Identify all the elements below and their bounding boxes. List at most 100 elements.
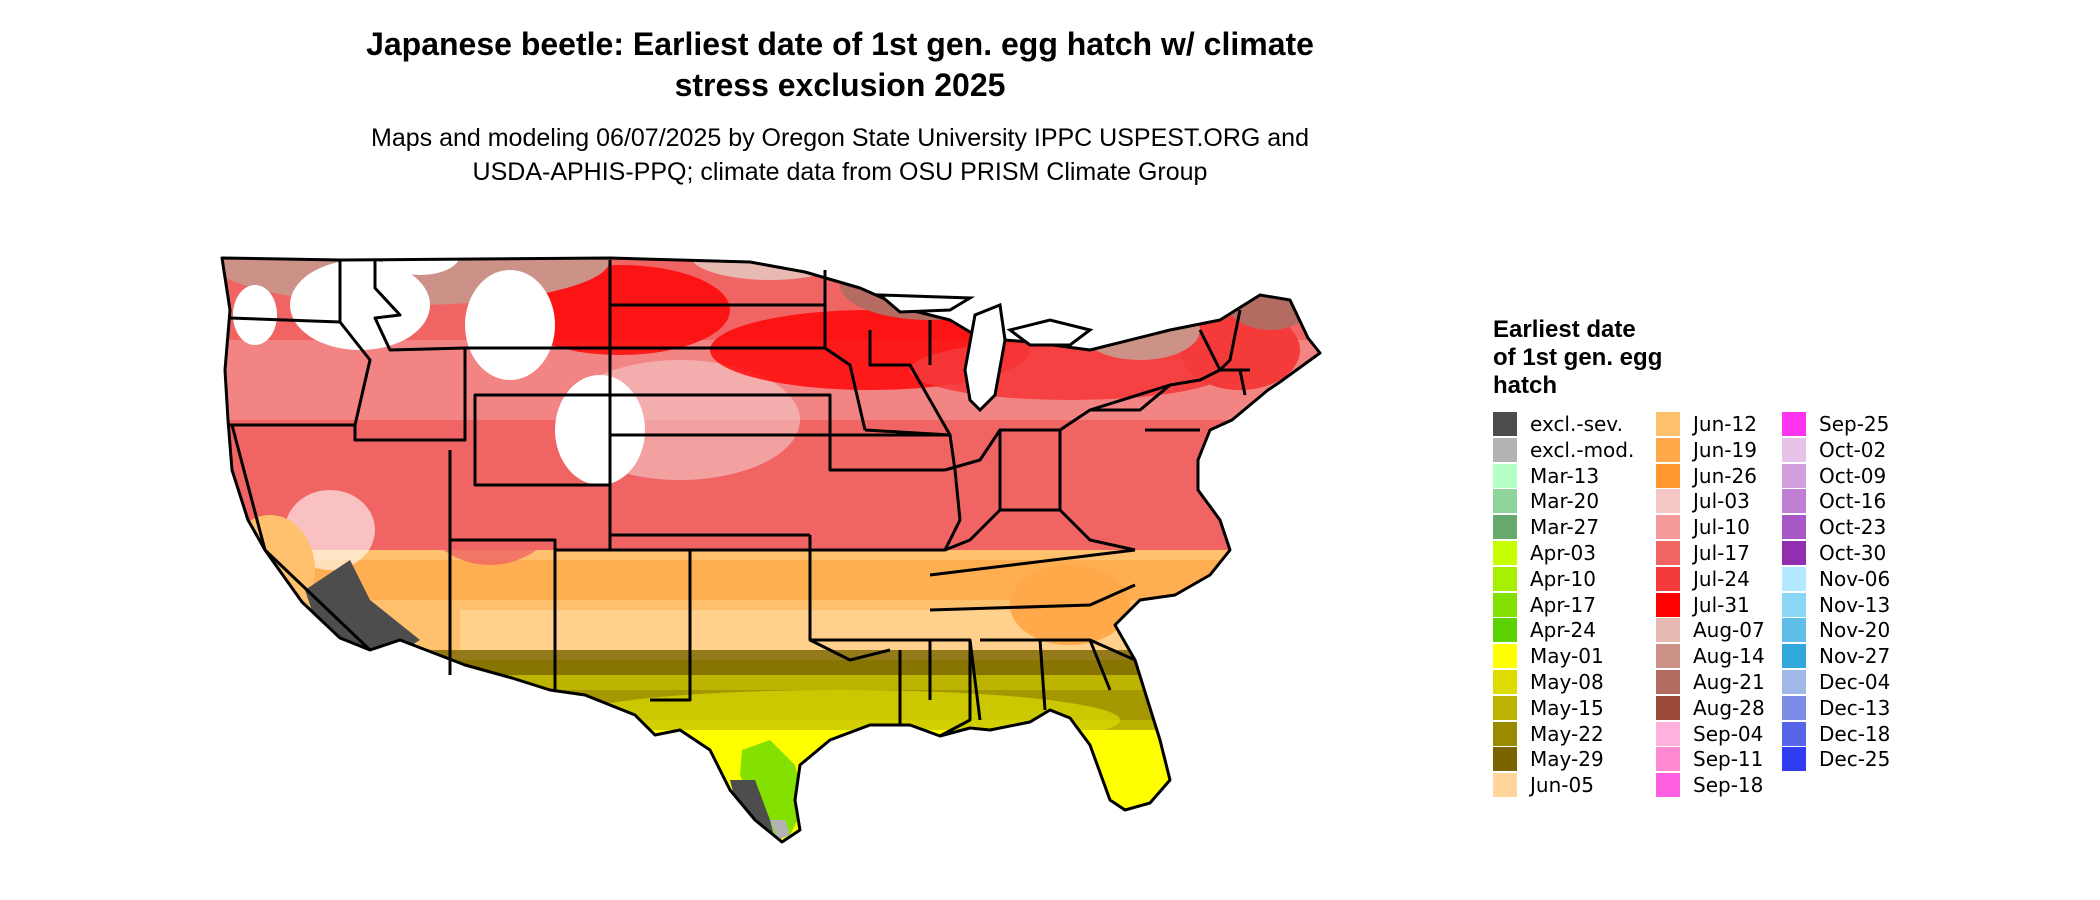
legend-swatch [1782,437,1806,462]
legend-swatch [1656,644,1680,669]
legend-label: Nov-27 [1819,644,1891,669]
legend-label: Apr-03 [1530,541,1596,565]
legend-swatch [1656,695,1680,720]
legend-swatch [1782,489,1806,514]
legend-swatch [1493,592,1517,617]
legend-label: May-15 [1530,695,1604,720]
legend-swatch [1493,489,1517,514]
legend-label: Aug-21 [1693,670,1765,694]
map-subtitle: Maps and modeling 06/07/2025 by Oregon S… [280,121,1400,189]
map-title-line-2: stress exclusion 2025 [674,67,1006,103]
legend-swatch [1493,695,1517,720]
legend-title: Earliest date of 1st gen. egg hatch [1493,316,1753,400]
legend-swatch [1493,721,1517,746]
legend-swatch [1493,747,1517,772]
legend-swatch [1782,747,1806,772]
legend-label: Oct-02 [1819,437,1887,462]
legend-label: Jun-26 [1693,463,1757,488]
legend-swatch [1782,670,1806,694]
legend-swatch [1493,670,1517,694]
legend-swatch [1656,515,1680,540]
legend-swatch [1493,463,1517,488]
legend-label: Mar-27 [1530,515,1600,540]
legend-swatch [1656,747,1680,772]
legend-swatch [1782,695,1806,720]
legend-swatch [1656,566,1680,591]
legend-label: Sep-18 [1693,773,1764,798]
legend-swatch [1782,463,1806,488]
legend-label: Aug-07 [1693,618,1765,643]
legend-label: Jun-05 [1530,773,1594,798]
legend-swatch [1493,541,1517,565]
legend-label: Sep-11 [1693,747,1764,772]
legend-swatch [1782,592,1806,617]
legend-label: Dec-25 [1819,747,1891,772]
legend-swatch [1656,618,1680,643]
legend-label: Mar-13 [1530,463,1600,488]
legend-label: Oct-16 [1819,489,1887,514]
legend-swatch [1782,618,1806,643]
legend-label: May-29 [1530,747,1604,772]
legend-title-line-2: of 1st gen. egg [1493,344,1663,371]
legend-label: Aug-28 [1693,695,1765,720]
legend-swatch [1493,437,1517,462]
legend-label: Jul-03 [1693,489,1750,514]
legend-label: Jul-10 [1693,515,1750,540]
great-lakes [875,293,1094,413]
state-boundaries [220,256,1322,844]
legend-label: May-22 [1530,721,1604,746]
legend-swatch [1656,592,1680,617]
legend-swatch [1656,437,1680,462]
legend-label: May-08 [1530,670,1604,694]
legend-label: Oct-30 [1819,541,1887,565]
legend-label: Apr-24 [1530,618,1596,643]
legend-swatch [1656,721,1680,746]
legend-label: Nov-06 [1819,566,1891,591]
legend-label: Oct-09 [1819,463,1887,488]
us-map [220,256,1322,844]
map-subtitle-line-2: USDA-APHIS-PPQ; climate data from OSU PR… [472,158,1208,186]
legend-label: Nov-20 [1819,618,1891,643]
legend-swatch [1782,721,1806,746]
legend-swatch [1493,566,1517,591]
legend-swatch [1493,618,1517,643]
legend-label: Aug-14 [1693,644,1765,669]
map-title-line-1: Japanese beetle: Earliest date of 1st ge… [366,26,1314,62]
legend-label: Dec-04 [1819,670,1891,694]
legend-label: Dec-18 [1819,721,1891,746]
legend-label: excl.-mod. [1530,437,1635,462]
legend-label: Mar-20 [1530,489,1600,514]
legend-swatch [1782,644,1806,669]
legend-swatch [1493,644,1517,669]
hatch-date-raster [222,258,1320,842]
legend-swatch [1656,773,1680,798]
legend-label: Apr-17 [1530,592,1596,617]
legend-swatch [1656,541,1680,565]
legend-label: Jul-24 [1693,566,1750,591]
legend-title-line-1: Earliest date [1493,316,1636,343]
legend-swatch [1493,773,1517,798]
legend-label: Sep-25 [1819,412,1890,436]
map-subtitle-line-1: Maps and modeling 06/07/2025 by Oregon S… [371,124,1309,152]
legend-label: Jun-19 [1693,437,1757,462]
legend-swatch [1656,489,1680,514]
legend-title-line-3: hatch [1493,372,1558,399]
map-title: Japanese beetle: Earliest date of 1st ge… [280,24,1400,106]
legend-swatch [1782,541,1806,565]
legend-label: Sep-04 [1693,721,1764,746]
legend-swatch [1656,463,1680,488]
legend-swatch [1493,412,1517,436]
legend-label: May-01 [1530,644,1604,669]
legend-swatch [1493,515,1517,540]
legend-label: Dec-13 [1819,695,1891,720]
legend-swatch [1782,412,1806,436]
legend-label: excl.-sev. [1530,412,1623,436]
legend-label: Jun-12 [1693,412,1757,436]
legend-label: Jul-31 [1693,592,1750,617]
legend-swatch [1782,515,1806,540]
legend-label: Jul-17 [1693,541,1750,565]
legend-label: Oct-23 [1819,515,1887,540]
legend-label: Apr-10 [1530,566,1596,591]
legend-label: Nov-13 [1819,592,1891,617]
legend-swatch [1656,670,1680,694]
